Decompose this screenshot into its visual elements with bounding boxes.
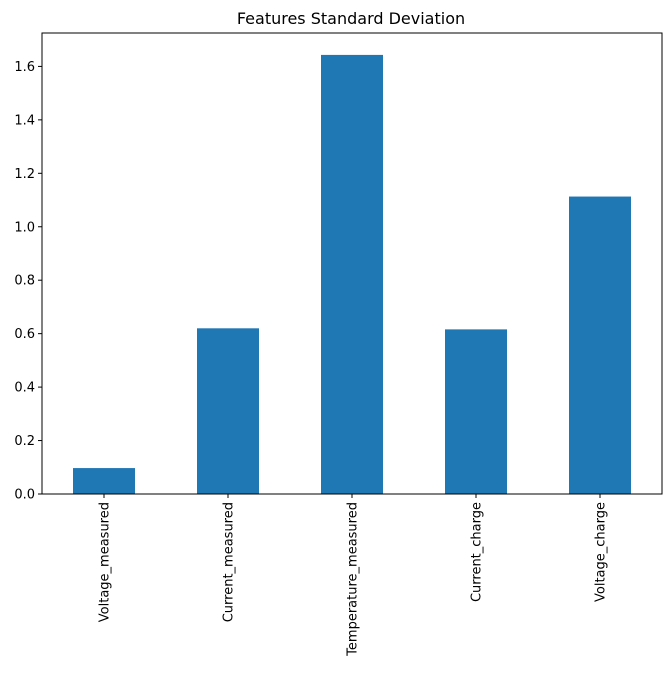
x-tick-label: Voltage_charge — [594, 502, 609, 602]
bar-voltage-charge — [569, 196, 631, 494]
y-tick-label: 0.8 — [14, 274, 35, 289]
y-axis: 0.0 0.2 0.4 0.6 0.8 1.0 1.2 1.4 1.6 — [14, 60, 42, 503]
y-tick-label: 0.2 — [14, 434, 35, 449]
x-axis: Voltage_measured Current_measured Temperat… — [98, 494, 609, 657]
y-tick-label: 1.0 — [14, 220, 35, 235]
bar-voltage-measured — [73, 468, 135, 494]
x-tick-label: Current_measured — [222, 502, 237, 622]
y-tick-label: 0.4 — [14, 381, 35, 396]
y-tick-label: 1.4 — [14, 113, 35, 128]
bar-current-charge — [445, 329, 507, 494]
chart-title: Features Standard Deviation — [237, 9, 465, 28]
y-tick-label: 0.0 — [14, 488, 35, 503]
y-tick-label: 1.6 — [14, 60, 35, 75]
bar-current-measured — [197, 328, 259, 494]
bars-group — [73, 54, 631, 494]
y-tick-label: 1.2 — [14, 167, 35, 182]
plot-frame — [41, 32, 663, 495]
x-tick-label: Current_charge — [470, 502, 485, 602]
y-tick-label: 0.6 — [14, 327, 35, 342]
x-tick-label: Voltage_measured — [98, 502, 113, 622]
bar-temperature-measured — [321, 54, 383, 494]
x-tick-label: Temperature_measured — [346, 502, 361, 657]
